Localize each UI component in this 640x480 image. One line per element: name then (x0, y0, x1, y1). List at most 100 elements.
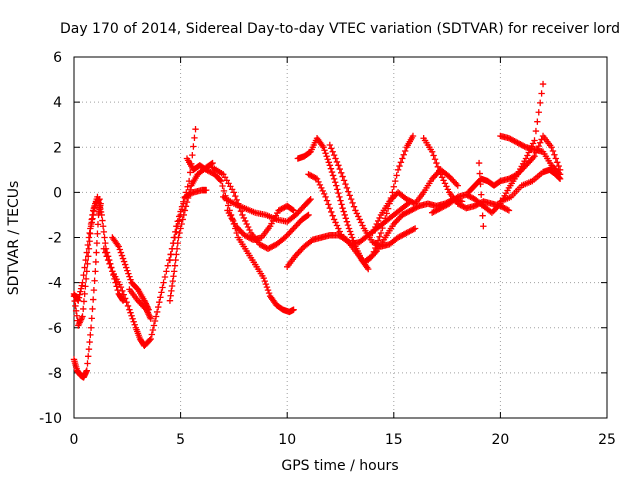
data-point (326, 141, 334, 149)
data-point (239, 211, 246, 219)
data-point (118, 252, 126, 259)
data-point (524, 152, 531, 159)
data-point (102, 249, 109, 256)
series-arc-9 (183, 155, 297, 316)
data-point (324, 156, 331, 163)
data-point (99, 223, 107, 230)
x-tick-label: 15 (385, 432, 403, 448)
data-point (85, 253, 92, 260)
data-point (262, 280, 270, 288)
data-point (476, 170, 483, 177)
data-point (242, 217, 249, 225)
data-point (160, 279, 167, 286)
data-point (338, 169, 345, 177)
data-point (86, 229, 93, 237)
data-point (328, 145, 335, 152)
data-point (394, 166, 402, 174)
data-point (128, 312, 135, 319)
data-point (327, 165, 335, 172)
data-point (374, 217, 382, 225)
data-point (325, 159, 332, 166)
data-point (89, 211, 96, 219)
data-point (346, 192, 353, 199)
data-point (123, 264, 130, 271)
data-point (336, 193, 343, 201)
data-point (437, 171, 444, 178)
data-point (126, 306, 133, 313)
data-point (119, 287, 126, 295)
data-point (428, 148, 436, 155)
data-point (189, 151, 196, 159)
data-point (433, 159, 440, 167)
data-point (72, 307, 80, 315)
data-point (441, 180, 449, 187)
data-point (261, 277, 269, 285)
data-point (121, 261, 129, 268)
data-point (88, 216, 95, 223)
data-point (401, 147, 409, 155)
data-point (318, 184, 325, 192)
data-point (104, 256, 112, 264)
data-point (534, 118, 541, 125)
data-point (346, 228, 354, 235)
data-point (326, 162, 334, 169)
data-point (163, 268, 170, 275)
data-point (290, 306, 297, 313)
data-point (335, 162, 342, 169)
data-point (150, 322, 158, 329)
x-axis-label: GPS time / hours (281, 458, 398, 474)
data-point (94, 230, 101, 237)
data-point (179, 216, 186, 223)
data-point (86, 238, 93, 245)
data-point (180, 198, 187, 205)
data-point (410, 226, 417, 233)
x-tick-label: 20 (491, 432, 509, 448)
data-point (181, 207, 189, 214)
x-tick-label: 5 (176, 432, 185, 448)
data-point (80, 305, 87, 313)
data-point (87, 225, 94, 232)
series-arc-15 (305, 171, 415, 248)
data-point (316, 181, 324, 189)
data-point (83, 249, 90, 256)
data-point (148, 331, 156, 338)
y-tick-label: -10 (39, 411, 62, 427)
data-point (333, 222, 341, 229)
data-point (307, 195, 314, 203)
data-point (219, 182, 226, 190)
data-point (172, 256, 179, 264)
data-point (72, 302, 79, 310)
data-point (172, 228, 179, 236)
series-arc-22 (475, 159, 487, 230)
data-point (93, 239, 101, 247)
data-point (356, 216, 363, 223)
data-point (89, 296, 97, 303)
data-point (556, 174, 563, 182)
data-point (115, 243, 122, 250)
data-point (230, 189, 238, 196)
data-point (551, 151, 558, 158)
data-point (100, 228, 108, 236)
data-point (92, 258, 100, 266)
data-point (325, 201, 332, 208)
data-point (177, 225, 184, 232)
data-point (444, 186, 452, 193)
data-point (330, 216, 338, 223)
data-point (434, 163, 442, 171)
data-point (121, 295, 129, 302)
series-arc-17 (365, 195, 466, 264)
data-point (180, 211, 187, 219)
data-point (124, 267, 131, 274)
data-point (126, 273, 133, 280)
data-point (119, 296, 126, 303)
data-point (177, 208, 184, 215)
data-point (341, 211, 348, 219)
data-point (478, 201, 486, 209)
data-point (345, 225, 353, 232)
data-point (155, 303, 162, 311)
data-point (114, 286, 121, 294)
data-point (82, 275, 90, 283)
data-point (320, 144, 327, 151)
data-point (84, 360, 91, 367)
data-point (192, 126, 199, 133)
